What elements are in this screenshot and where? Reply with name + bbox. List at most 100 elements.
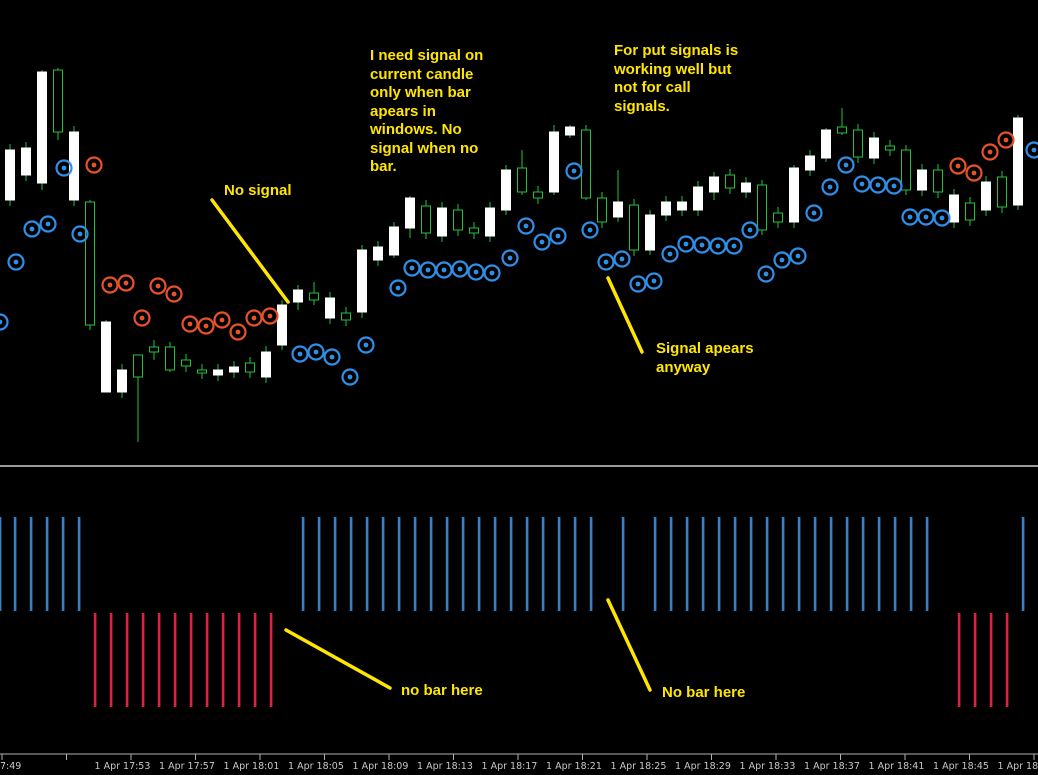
x-tick-label: 1 Apr 18:33 <box>740 761 796 772</box>
x-tick-label: 1 Apr 18:37 <box>804 761 860 772</box>
candle <box>341 307 351 326</box>
candle <box>293 285 303 310</box>
call-bar <box>893 517 897 611</box>
candle <box>213 364 223 381</box>
candle <box>261 346 271 383</box>
put-signal <box>117 274 135 292</box>
call-signal <box>661 245 679 263</box>
candle-body <box>997 176 1007 208</box>
call-signal <box>483 264 501 282</box>
put-bar <box>125 613 129 707</box>
put-bar <box>93 613 97 707</box>
call-bar <box>461 517 465 611</box>
candle <box>965 197 975 226</box>
candle-body <box>917 169 927 191</box>
candle-body <box>805 155 815 171</box>
call-signal <box>323 348 341 366</box>
call-bar <box>573 517 577 611</box>
candle <box>773 207 783 228</box>
candle <box>117 364 127 398</box>
call-signal <box>773 251 791 269</box>
candle-body <box>53 69 63 133</box>
candle-body <box>437 207 447 237</box>
candle <box>325 292 335 324</box>
candle <box>821 128 831 162</box>
pointer-no-signal <box>210 198 290 304</box>
candle-body <box>789 167 799 223</box>
candle <box>741 177 751 198</box>
put-bar <box>957 613 961 707</box>
candle <box>693 181 703 216</box>
candle-body <box>5 149 15 201</box>
candle-body <box>757 184 767 231</box>
candle <box>725 169 735 194</box>
call-signal <box>805 204 823 222</box>
candle <box>373 241 383 266</box>
candle <box>853 124 863 163</box>
x-tick-label: 1 Apr 18:13 <box>417 761 473 772</box>
x-tick-label: 1 Apr 18:05 <box>288 761 344 772</box>
put-bar <box>221 613 225 707</box>
call-bar <box>349 517 353 611</box>
candle <box>949 189 959 228</box>
call-bar <box>525 517 529 611</box>
call-signal <box>1025 141 1038 159</box>
candle <box>389 222 399 258</box>
call-bar <box>429 517 433 611</box>
call-bar <box>541 517 545 611</box>
pointer-no-bar-left <box>284 628 392 690</box>
candle-body <box>149 346 159 353</box>
call-bar <box>733 517 737 611</box>
call-signal <box>55 159 73 177</box>
call-bar <box>845 517 849 611</box>
candle <box>709 172 719 200</box>
call-signal <box>307 343 325 361</box>
candle-body <box>501 169 511 211</box>
call-signal <box>789 247 807 265</box>
call-bar <box>797 517 801 611</box>
put-signal <box>245 309 263 327</box>
candle-body <box>581 129 591 199</box>
candle-body <box>165 346 175 371</box>
candle <box>309 282 319 305</box>
call-bar <box>813 517 817 611</box>
call-signal <box>629 275 647 293</box>
put-signal <box>149 277 167 295</box>
candle-body <box>837 126 847 134</box>
candle <box>229 361 239 378</box>
annotation-no-signal: No signal <box>224 182 292 199</box>
call-signal <box>725 237 743 255</box>
call-signal <box>0 313 9 331</box>
put-signal <box>981 143 999 161</box>
put-bar <box>109 613 113 707</box>
call-signal <box>291 345 309 363</box>
x-tick-label: 7:49 <box>0 761 21 772</box>
call-bar <box>509 517 513 611</box>
candle <box>101 320 111 393</box>
pointer-signal-apears <box>606 276 644 354</box>
candle <box>629 199 639 256</box>
call-signal <box>645 272 663 290</box>
call-signal <box>885 177 903 195</box>
call-bar <box>333 517 337 611</box>
annotation-no-bar-right: No bar here <box>662 684 746 701</box>
candle <box>613 170 623 222</box>
candle <box>437 202 447 242</box>
call-signal <box>435 261 453 279</box>
call-signal <box>341 368 359 386</box>
call-signal <box>533 233 551 251</box>
candle-body <box>485 207 495 237</box>
candle <box>597 192 607 228</box>
candle-body <box>421 205 431 234</box>
candle-body <box>869 137 879 159</box>
call-signal <box>821 178 839 196</box>
candle <box>405 196 415 238</box>
call-bar <box>397 517 401 611</box>
call-bar <box>717 517 721 611</box>
candle-body <box>405 197 415 229</box>
call-bar <box>413 517 417 611</box>
call-bar <box>301 517 305 611</box>
annotation-no-bar-left: no bar here <box>401 682 483 699</box>
call-bar <box>557 517 561 611</box>
call-bar <box>477 517 481 611</box>
